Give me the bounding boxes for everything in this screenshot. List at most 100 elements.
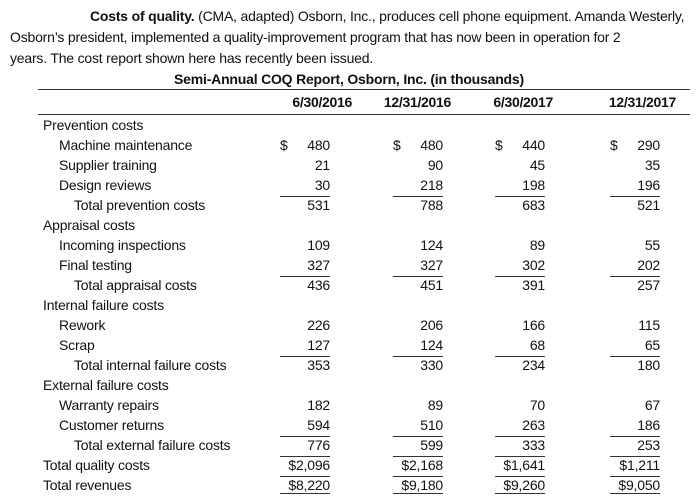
cell-text: 226 (307, 317, 330, 333)
dollar-sign: $ (280, 137, 288, 153)
row-value: $1,641 (495, 456, 545, 473)
row-value: 198 (495, 177, 545, 193)
row-value: 202 (610, 257, 660, 273)
cell-text: $9,050 (618, 477, 660, 493)
row-value: 30 (280, 177, 330, 193)
cell-text: 333 (522, 437, 545, 453)
row-value: 218 (393, 177, 443, 193)
report-table: Prevention costs Machine maintenance $480 $… (0, 116, 698, 496)
cell-text: 302 (522, 257, 545, 273)
row-value: $8,220 (280, 476, 330, 494)
cell-text: 521 (637, 197, 660, 213)
row-value: 594 (280, 417, 330, 433)
row-value: 302 (495, 257, 545, 273)
row-value: 333 (495, 436, 545, 453)
cell-text: 198 (522, 177, 545, 193)
cell-text: 599 (420, 437, 443, 453)
table-row: Appraisal costs (0, 216, 698, 236)
column-header-row: 6/30/2016 12/31/2016 6/30/2017 12/31/201… (38, 89, 690, 115)
row-label: Design reviews (59, 177, 152, 193)
cell-text: 788 (420, 197, 443, 213)
row-label: Total appraisal costs (74, 277, 197, 293)
table-row: Machine maintenance $480 $480 $440 $290 (0, 136, 698, 156)
cell-text: 186 (637, 417, 660, 433)
table-row: Scrap 127 124 68 65 (0, 336, 698, 356)
table-row: Internal failure costs (0, 296, 698, 316)
cell-text: 683 (522, 197, 545, 213)
row-value: $440 (495, 137, 545, 153)
row-value: $2,096 (280, 456, 330, 473)
row-value: 67 (610, 397, 660, 413)
cell-text: 206 (420, 317, 443, 333)
cell-text: 451 (420, 277, 443, 293)
cell-text: 109 (307, 237, 330, 253)
row-label: Supplier training (59, 157, 157, 173)
row-value: 353 (280, 356, 330, 373)
cell-text: 257 (637, 277, 660, 293)
row-value: $9,260 (495, 476, 545, 494)
cell-text: 440 (522, 137, 545, 153)
row-value: 166 (495, 317, 545, 333)
cell-text: 35 (644, 157, 660, 173)
cell-text: $2,096 (288, 457, 330, 473)
cell-text: 196 (637, 177, 660, 193)
cell-text: 480 (420, 137, 443, 153)
cell-text: 166 (522, 317, 545, 333)
row-value: 599 (393, 436, 443, 453)
row-value: 327 (393, 257, 443, 273)
intro-line-1: (CMA, adapted) Osborn, Inc., produces ce… (194, 8, 685, 24)
row-label: Prevention costs (43, 117, 144, 133)
row-value: 90 (393, 157, 443, 173)
table-row: Total prevention costs 531 788 683 521 (0, 196, 698, 216)
column-header: 12/31/2017 (608, 94, 676, 110)
column-header: 12/31/2016 (383, 94, 451, 110)
cell-text: 327 (420, 257, 443, 273)
cell-text: 65 (644, 337, 660, 353)
cell-text: $9,180 (401, 477, 443, 493)
row-value: 127 (280, 337, 330, 353)
table-row: Customer returns 594 510 263 186 (0, 416, 698, 436)
table-row: Total quality costs $2,096 $2,168 $1,641 $1,… (0, 456, 698, 476)
cell-text: 531 (307, 197, 330, 213)
problem-intro: Costs of quality. (CMA, adapted) Osborn,… (10, 6, 690, 69)
row-value: $2,168 (393, 456, 443, 473)
row-value: 180 (610, 356, 660, 373)
row-value: 55 (610, 237, 660, 253)
cell-text: 55 (644, 237, 660, 253)
cell-text: 234 (522, 357, 545, 373)
row-value: $9,050 (610, 476, 660, 494)
row-label: Customer returns (59, 417, 164, 433)
table-row: Rework 226 206 166 115 (0, 316, 698, 336)
row-value: 70 (495, 397, 545, 413)
row-value: 89 (495, 237, 545, 253)
cell-text: 391 (522, 277, 545, 293)
row-label: Internal failure costs (43, 297, 164, 313)
cell-text: 436 (307, 277, 330, 293)
row-value: 257 (610, 276, 660, 293)
row-label: Rework (59, 317, 106, 333)
cell-text: 90 (427, 157, 443, 173)
table-row: Final testing 327 327 302 202 (0, 256, 698, 276)
report-title: Semi-Annual COQ Report, Osborn, Inc. (in… (174, 71, 524, 87)
problem-lead: Costs of quality. (90, 8, 195, 24)
row-label: Final testing (59, 257, 132, 273)
cell-text: 327 (307, 257, 330, 273)
row-value: 115 (610, 317, 660, 333)
intro-line-2: Osborn’s president, implemented a qualit… (10, 29, 621, 45)
row-value: 234 (495, 356, 545, 373)
row-label: Incoming inspections (59, 237, 186, 253)
cell-text: 124 (420, 337, 443, 353)
cell-text: 180 (637, 357, 660, 373)
cell-text: 202 (637, 257, 660, 273)
row-label: Total quality costs (43, 457, 150, 473)
table-row: Total internal failure costs 353 330 234 180 (0, 356, 698, 376)
row-value: 788 (393, 196, 443, 213)
row-value: 109 (280, 237, 330, 253)
row-value: 124 (393, 237, 443, 253)
cell-text: 21 (314, 157, 330, 173)
dollar-sign: $ (495, 137, 503, 153)
cell-text: 353 (307, 357, 330, 373)
table-row: Prevention costs (0, 116, 698, 136)
row-value: 330 (393, 356, 443, 373)
